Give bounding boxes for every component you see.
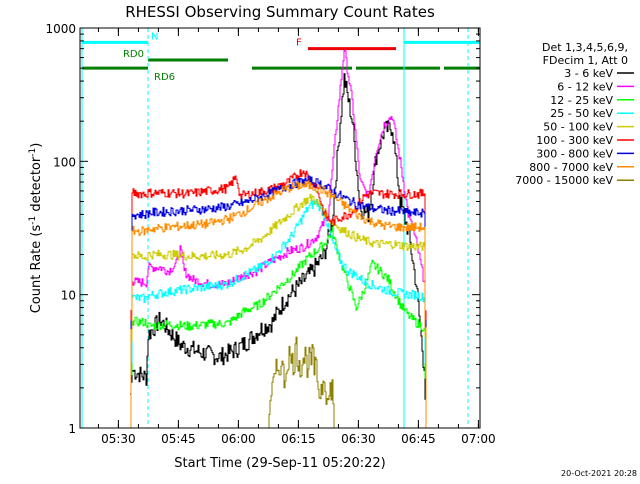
x-tick-label-2: 06:00 — [221, 432, 256, 446]
series-line-8 — [268, 336, 335, 429]
legend-header-0: Det 1,3,4,5,6,9, — [542, 41, 628, 54]
legend-label-7: 800 - 7000 keV — [529, 161, 613, 174]
series-line-3 — [130, 198, 427, 429]
x-tick-label-6: 07:00 — [461, 432, 496, 446]
legend-label-2: 12 - 25 keV — [550, 94, 613, 107]
chart-title: RHESSI Observing Summary Count Rates — [125, 3, 435, 21]
series-line-4 — [130, 193, 427, 429]
y-axis-label-sup1: -1 — [28, 216, 38, 225]
legend-label-5: 100 - 300 keV — [536, 134, 613, 147]
series-line-0 — [130, 73, 427, 428]
y-tick-label-2: 100 — [53, 155, 76, 169]
segment-label-n: N — [151, 31, 158, 42]
y-axis-label-sup2: -1 — [28, 148, 38, 157]
series-line-5 — [130, 169, 427, 429]
segment-label-rd6: RD6 — [154, 72, 175, 83]
y-axis-label-part1: Count Rate (s — [29, 225, 44, 314]
y-axis-label: Count Rate (s-1 detector-1) — [28, 143, 44, 314]
series-line-2 — [130, 226, 427, 429]
x-tick-label-1: 05:45 — [161, 432, 196, 446]
x-tick-label-0: 05:30 — [101, 432, 136, 446]
legend-label-1: 6 - 12 keV — [557, 80, 613, 93]
footer-timestamp: 20-Oct-2021 20:28 — [561, 469, 637, 478]
y-tick-label-0: 1 — [68, 422, 76, 436]
y-axis-label-part2: detector — [29, 156, 44, 216]
x-tick-label-5: 06:45 — [401, 432, 436, 446]
series-line-7 — [130, 180, 427, 429]
legend-header-1: FDecim 1, Att 0 — [543, 54, 628, 67]
x-axis-label: Start Time (29-Sep-11 05:20:22) — [174, 456, 385, 471]
y-axis-label-part3: ) — [29, 143, 44, 148]
series-line-6 — [130, 175, 427, 429]
y-tick-label-3: 1000 — [45, 22, 76, 36]
y-tick-label-1: 10 — [61, 289, 76, 303]
x-tick-label-3: 06:15 — [281, 432, 316, 446]
x-tick-label-4: 06:30 — [341, 432, 376, 446]
legend-label-0: 3 - 6 keV — [564, 67, 613, 80]
legend-label-8: 7000 - 15000 keV — [515, 174, 613, 187]
segment-label-rd0: RD0 — [123, 49, 144, 60]
plot-frame — [79, 27, 481, 429]
legend-label-4: 50 - 100 keV — [543, 121, 613, 134]
legend-label-6: 300 - 800 keV — [536, 147, 613, 160]
segment-label-f: F — [296, 38, 302, 49]
legend-label-3: 25 - 50 keV — [550, 107, 613, 120]
